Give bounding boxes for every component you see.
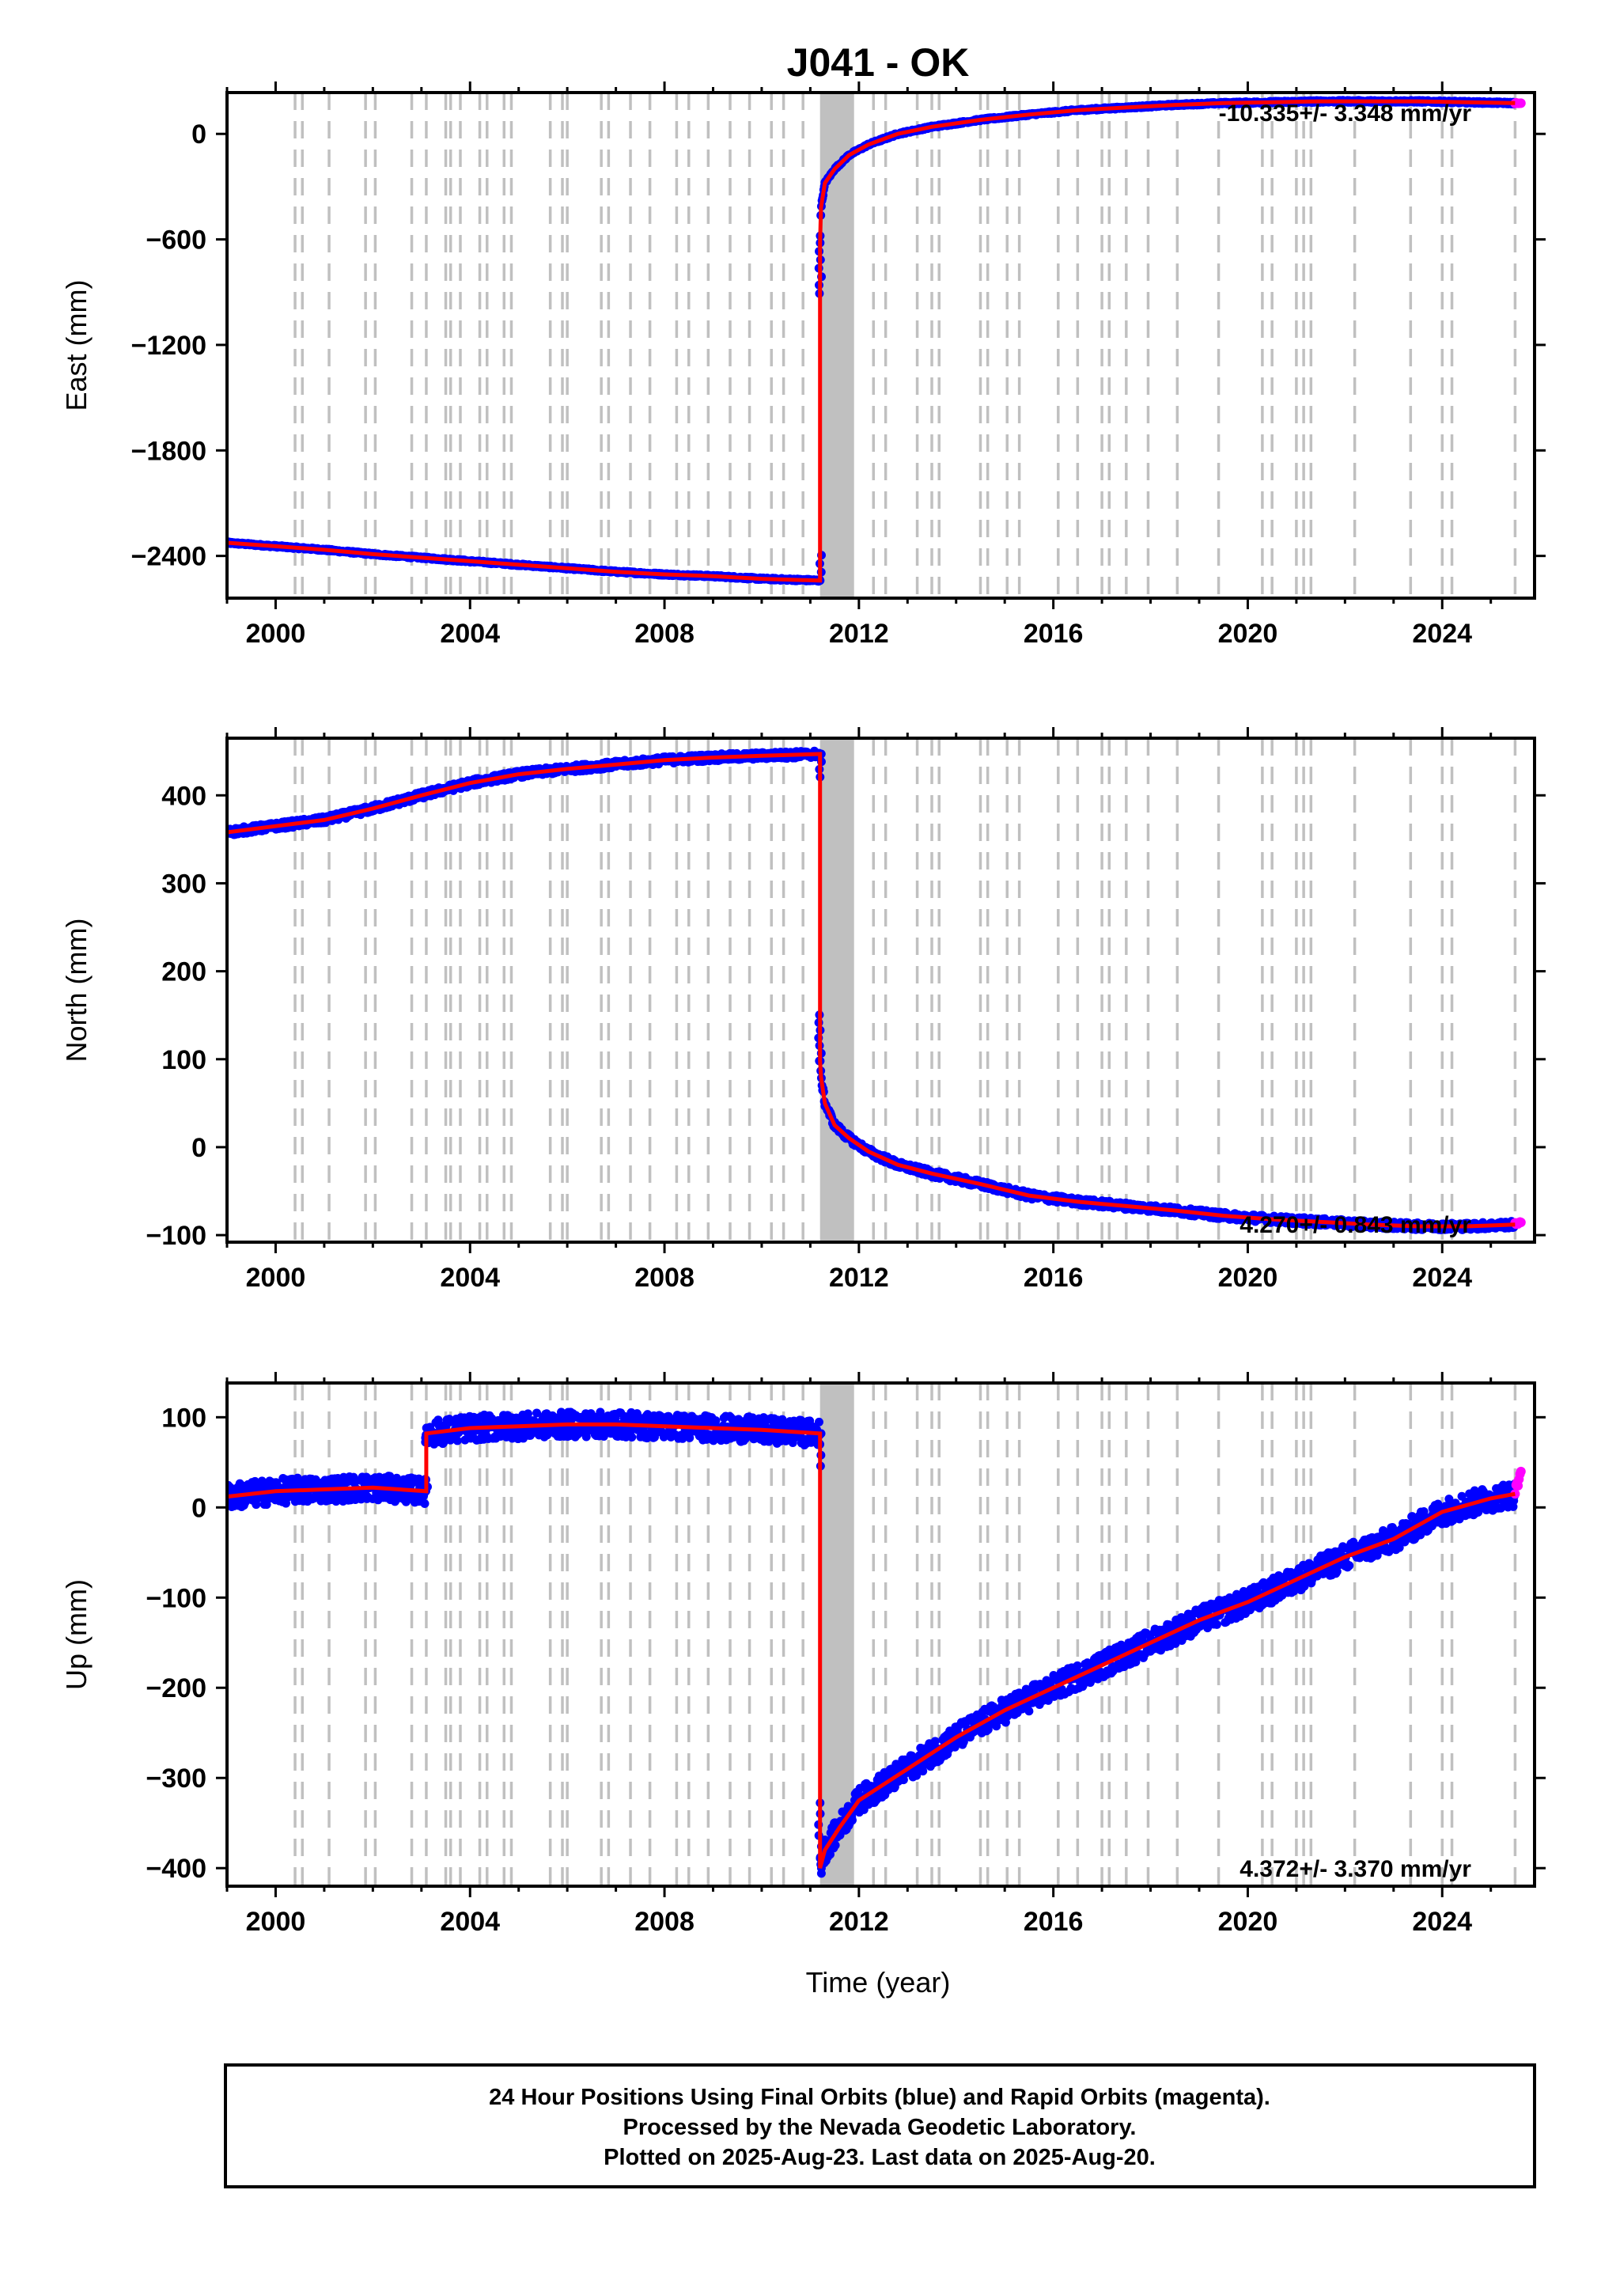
plot-area <box>227 738 1526 1242</box>
y-axis-label: East (mm) <box>60 280 93 411</box>
x-tick-label: 2016 <box>1024 619 1084 649</box>
y-tick-label: −100 <box>146 1221 206 1251</box>
y-tick-label: 0 <box>191 119 206 150</box>
plot-frame <box>225 737 1536 1244</box>
final-orbit-points <box>227 1408 1520 1878</box>
panel-east: 2000 2004 2008 2012 2016 2020 2024 0 −600 −1200 −1… <box>60 81 1546 649</box>
y-tick-label: −2400 <box>131 542 207 572</box>
plot-area <box>227 1383 1526 1886</box>
x-tick-label: 2020 <box>1218 1263 1278 1293</box>
y-tick-label: 200 <box>161 957 206 987</box>
y-tick-label: −600 <box>146 225 206 256</box>
data-point <box>1516 98 1526 108</box>
plot-area <box>227 93 1526 598</box>
x-tick-label: 2008 <box>634 1263 695 1293</box>
rate-label: 4.270+/- 0.843 mm/yr <box>1240 1212 1471 1238</box>
rate-label: -10.335+/- 3.348 mm/yr <box>1219 100 1472 127</box>
y-axis-label: North (mm) <box>60 919 93 1063</box>
x-tick-label: 2012 <box>829 1263 889 1293</box>
panel-up: 2000 2004 2008 2012 2016 2020 20241000−100−200… <box>60 1372 1546 1937</box>
x-tick-label: 2020 <box>1218 619 1278 649</box>
x-tick-label: 2000 <box>246 619 306 649</box>
y-tick-label: −1800 <box>131 436 207 466</box>
y-tick-label: 0 <box>191 1133 206 1163</box>
y-tick-label: −1200 <box>131 331 207 361</box>
x-tick-label: 2024 <box>1412 1263 1472 1293</box>
y-tick-label: 400 <box>161 781 206 811</box>
panel-north: 2000 2004 2008 2012 2016 2020 2024 400 300 200 100… <box>60 727 1546 1293</box>
model-line <box>227 752 1516 1229</box>
data-point <box>1516 1217 1526 1227</box>
data-point <box>252 1500 261 1510</box>
rapid-orbit-points <box>1510 1217 1526 1229</box>
x-tick-label: 2000 <box>246 1263 306 1293</box>
data-point <box>262 1500 271 1510</box>
x-tick-label: 2016 <box>1024 1263 1084 1293</box>
final-orbit-points <box>227 746 1520 1234</box>
plot-frame <box>225 91 1536 600</box>
event-band <box>819 738 854 1242</box>
model-line <box>227 99 1516 583</box>
rapid-orbit-points <box>1510 97 1526 108</box>
y-tick-label: 100 <box>161 1045 206 1075</box>
x-tick-label: 2004 <box>440 619 500 649</box>
x-tick-label: 2024 <box>1412 619 1472 649</box>
chart-title: J041 - OK <box>787 40 970 85</box>
x-tick-label: 2008 <box>634 619 695 649</box>
x-tick-label: 2004 <box>440 1263 500 1293</box>
y-tick-label: 300 <box>161 869 206 899</box>
final-orbit-points <box>227 96 1520 586</box>
x-tick-label: 2012 <box>829 619 889 649</box>
